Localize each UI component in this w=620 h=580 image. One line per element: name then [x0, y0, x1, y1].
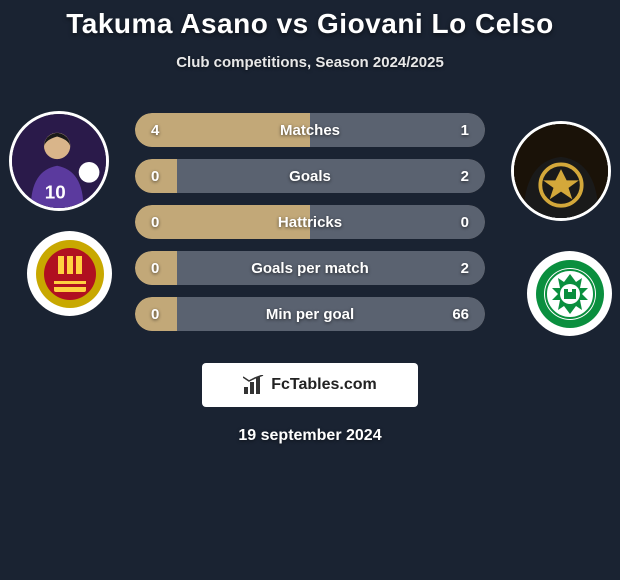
footer-brand-badge[interactable]: FcTables.com	[202, 363, 418, 407]
bar-chart-icon	[243, 375, 265, 395]
player-right-photo	[511, 121, 611, 221]
stat-value-right: 2	[461, 168, 469, 185]
stat-value-left: 0	[151, 306, 159, 323]
player-right-silhouette	[514, 121, 608, 221]
stat-label: Matches	[280, 122, 340, 139]
club-left-badge-inner	[34, 238, 106, 310]
club-right-badge-inner	[534, 258, 606, 330]
subtitle: Club competitions, Season 2024/2025	[0, 54, 620, 71]
stat-bars: 4 Matches 1 0 Goals 2 0 Hattricks 0 0 Goals per ma…	[135, 113, 485, 343]
player-right-photo-inner	[514, 124, 608, 218]
club-right-badge	[527, 251, 612, 336]
player-left-silhouette: 10	[12, 111, 106, 211]
svg-text:10: 10	[45, 182, 66, 203]
stat-value-right: 2	[461, 260, 469, 277]
comparison-card: Takuma Asano vs Giovani Lo Celso Club co…	[0, 0, 620, 445]
stat-row: 0 Goals per match 2	[135, 251, 485, 285]
stat-value-right: 1	[461, 122, 469, 139]
stats-area: 10	[0, 111, 620, 351]
stat-value-left: 0	[151, 260, 159, 277]
player-left-photo: 10	[9, 111, 109, 211]
mallorca-crest-icon	[34, 238, 106, 310]
stat-label: Hattricks	[278, 214, 342, 231]
stat-value-left: 4	[151, 122, 159, 139]
club-left-badge	[27, 231, 112, 316]
stat-row: 0 Goals 2	[135, 159, 485, 193]
stat-value-right: 66	[452, 306, 469, 323]
stat-row: 0 Hattricks 0	[135, 205, 485, 239]
page-title: Takuma Asano vs Giovani Lo Celso	[0, 8, 620, 40]
stat-label: Min per goal	[266, 306, 354, 323]
stat-row: 4 Matches 1	[135, 113, 485, 147]
footer-brand-text: FcTables.com	[271, 376, 377, 394]
date-line: 19 september 2024	[0, 427, 620, 445]
stat-value-left: 0	[151, 168, 159, 185]
stat-value-right: 0	[461, 214, 469, 231]
stat-label: Goals per match	[251, 260, 369, 277]
betis-crest-icon	[534, 258, 606, 330]
stat-label: Goals	[289, 168, 331, 185]
player-left-photo-inner: 10	[12, 114, 106, 208]
stat-row: 0 Min per goal 66	[135, 297, 485, 331]
stat-value-left: 0	[151, 214, 159, 231]
